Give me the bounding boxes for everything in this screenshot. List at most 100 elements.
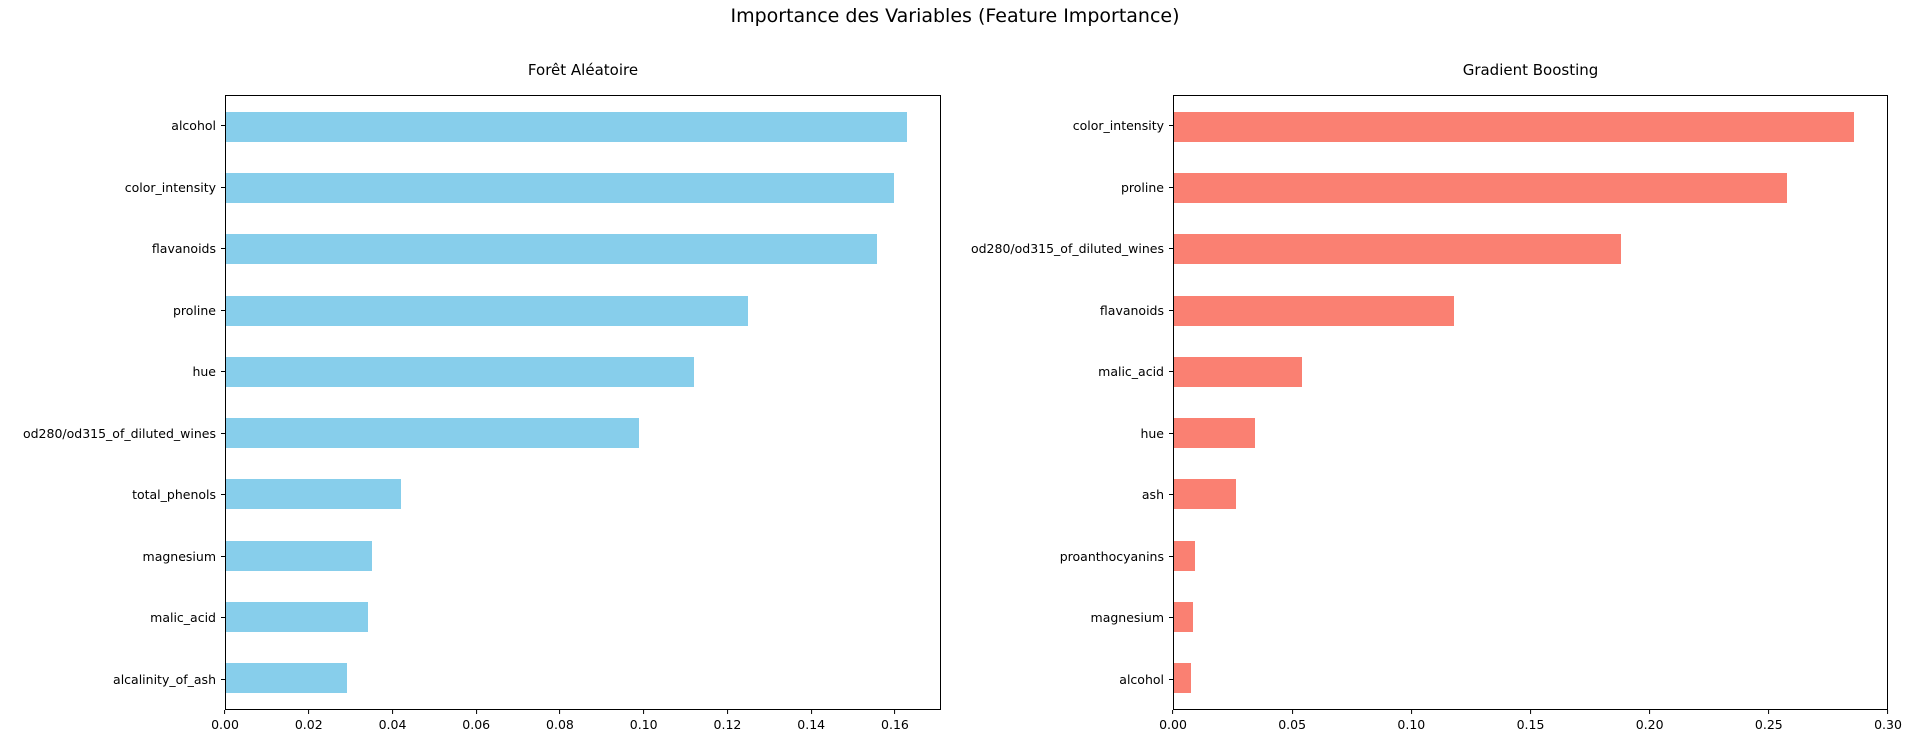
x-tick: 0.16 <box>881 710 909 732</box>
x-tick: 0.10 <box>1397 710 1425 732</box>
bar-row <box>1174 341 1887 402</box>
y-tick-mark <box>221 371 225 373</box>
bar-magnesium <box>1174 602 1193 633</box>
x-tick-label: 0.16 <box>881 717 909 732</box>
y-tick-row: proline <box>948 157 1173 219</box>
y-tick-label: hue <box>192 364 216 380</box>
x-tick: 0.04 <box>378 710 407 732</box>
y-tick-row: alcohol <box>0 95 225 157</box>
x-tick-label: 0.02 <box>294 717 323 732</box>
subplot-title-gradient-boosting: Gradient Boosting <box>1462 61 1599 79</box>
bar-row <box>226 586 940 647</box>
y-tick-row: color_intensity <box>0 157 225 219</box>
y-tick-mark <box>221 186 225 188</box>
y-tick-label: od280/od315_of_diluted_wines <box>22 425 216 441</box>
bar-alcohol <box>226 111 907 142</box>
bar-row <box>1174 157 1887 218</box>
x-tick-label: 0.15 <box>1516 717 1545 732</box>
y-tick-mark <box>221 678 225 680</box>
y-tick-mark <box>221 494 225 496</box>
bar-total_phenols <box>226 479 402 510</box>
y-tick-mark <box>1169 371 1173 373</box>
y-tick-label: proline <box>1120 179 1164 195</box>
y-tick-label: alcalinity_of_ash <box>113 671 216 687</box>
y-tick-label: proanthocyanins <box>1059 548 1164 564</box>
x-tick-label: 0.10 <box>1397 717 1426 732</box>
y-tick-mark <box>1169 494 1173 496</box>
y-tick-label: od280/od315_of_diluted_wines <box>970 241 1164 257</box>
y-tick-row: hue <box>0 341 225 403</box>
bar-hue <box>1174 418 1255 449</box>
x-tick-mark <box>391 710 393 714</box>
x-tick-label: 0.14 <box>797 717 826 732</box>
plot-area <box>225 95 941 710</box>
y-tick-row: total_phenols <box>0 464 225 526</box>
y-tick-label: color_intensity <box>1072 118 1164 134</box>
bar-color_intensity <box>1174 111 1854 142</box>
x-tick-label: 0.08 <box>546 717 574 732</box>
x-tick-mark <box>1649 710 1651 714</box>
y-tick-row: magnesium <box>948 587 1173 649</box>
x-tick-mark <box>894 710 896 714</box>
bar-row <box>226 525 940 586</box>
bar-row <box>1174 648 1887 709</box>
y-tick-label: hue <box>1140 425 1164 441</box>
bar-flavanoids <box>226 234 878 265</box>
plot-area <box>1173 95 1888 710</box>
subplot-title-foret-aleatoire: Forêt Aléatoire <box>527 61 639 79</box>
bar-color_intensity <box>226 172 895 203</box>
x-tick-mark <box>1530 710 1531 714</box>
bar-row <box>226 402 940 463</box>
bar-hue <box>226 356 694 387</box>
x-tick-label: 0.00 <box>211 717 239 732</box>
bar-row <box>226 464 940 525</box>
x-tick: 0.14 <box>797 710 825 732</box>
x-tick-mark <box>224 710 226 714</box>
bar-row <box>1174 402 1887 463</box>
y-tick-row: flavanoids <box>0 218 225 280</box>
bar-flavanoids <box>1174 295 1455 326</box>
x-tick-label: 0.30 <box>1874 717 1902 732</box>
y-tick-row: alcohol <box>948 649 1173 711</box>
figure-title: Importance des Variables (Feature Import… <box>730 5 1180 27</box>
y-tick-label: ash <box>1141 487 1164 503</box>
bar-row <box>1174 219 1887 280</box>
y-tick-mark <box>221 555 225 557</box>
y-tick-row: hue <box>948 403 1173 465</box>
x-tick: 0.10 <box>630 710 658 732</box>
y-tick-mark <box>1169 678 1173 680</box>
x-tick-label: 0.04 <box>378 717 407 732</box>
y-tick-mark <box>221 309 225 311</box>
bar-od280/od315_of_diluted_wines <box>1174 234 1621 265</box>
bar-od280/od315_of_diluted_wines <box>226 418 640 449</box>
bar-row <box>226 341 940 402</box>
y-tick-label: malic_acid <box>1098 364 1164 380</box>
bar-proline <box>226 295 748 326</box>
y-tick-mark <box>221 617 225 619</box>
x-tick-mark <box>643 710 645 714</box>
x-tick-label: 0.10 <box>629 717 658 732</box>
y-axis-labels: alcohol color_intensity flavanoids proline h… <box>0 95 225 710</box>
bar-row <box>226 280 940 341</box>
y-tick-row: magnesium <box>0 526 225 588</box>
x-tick: 0.15 <box>1516 710 1545 732</box>
y-tick-mark <box>221 125 225 127</box>
x-tick: 0.08 <box>546 710 574 732</box>
x-tick-label: 0.06 <box>462 717 491 732</box>
y-tick-label: malic_acid <box>150 610 216 626</box>
x-tick-mark <box>1172 710 1174 714</box>
y-tick-label: flavanoids <box>151 241 216 257</box>
y-tick-row: malic_acid <box>0 587 225 649</box>
y-tick-row: malic_acid <box>948 341 1173 403</box>
y-tick-mark <box>1169 617 1173 619</box>
bar-row <box>226 96 940 157</box>
y-tick-mark <box>1169 125 1173 127</box>
x-tick-mark <box>559 710 561 714</box>
y-tick-label: magnesium <box>142 548 216 564</box>
bar-row <box>226 648 940 709</box>
x-tick: 0.30 <box>1874 710 1902 732</box>
x-tick-label: 0.00 <box>1159 717 1187 732</box>
x-tick: 0.12 <box>714 710 741 732</box>
